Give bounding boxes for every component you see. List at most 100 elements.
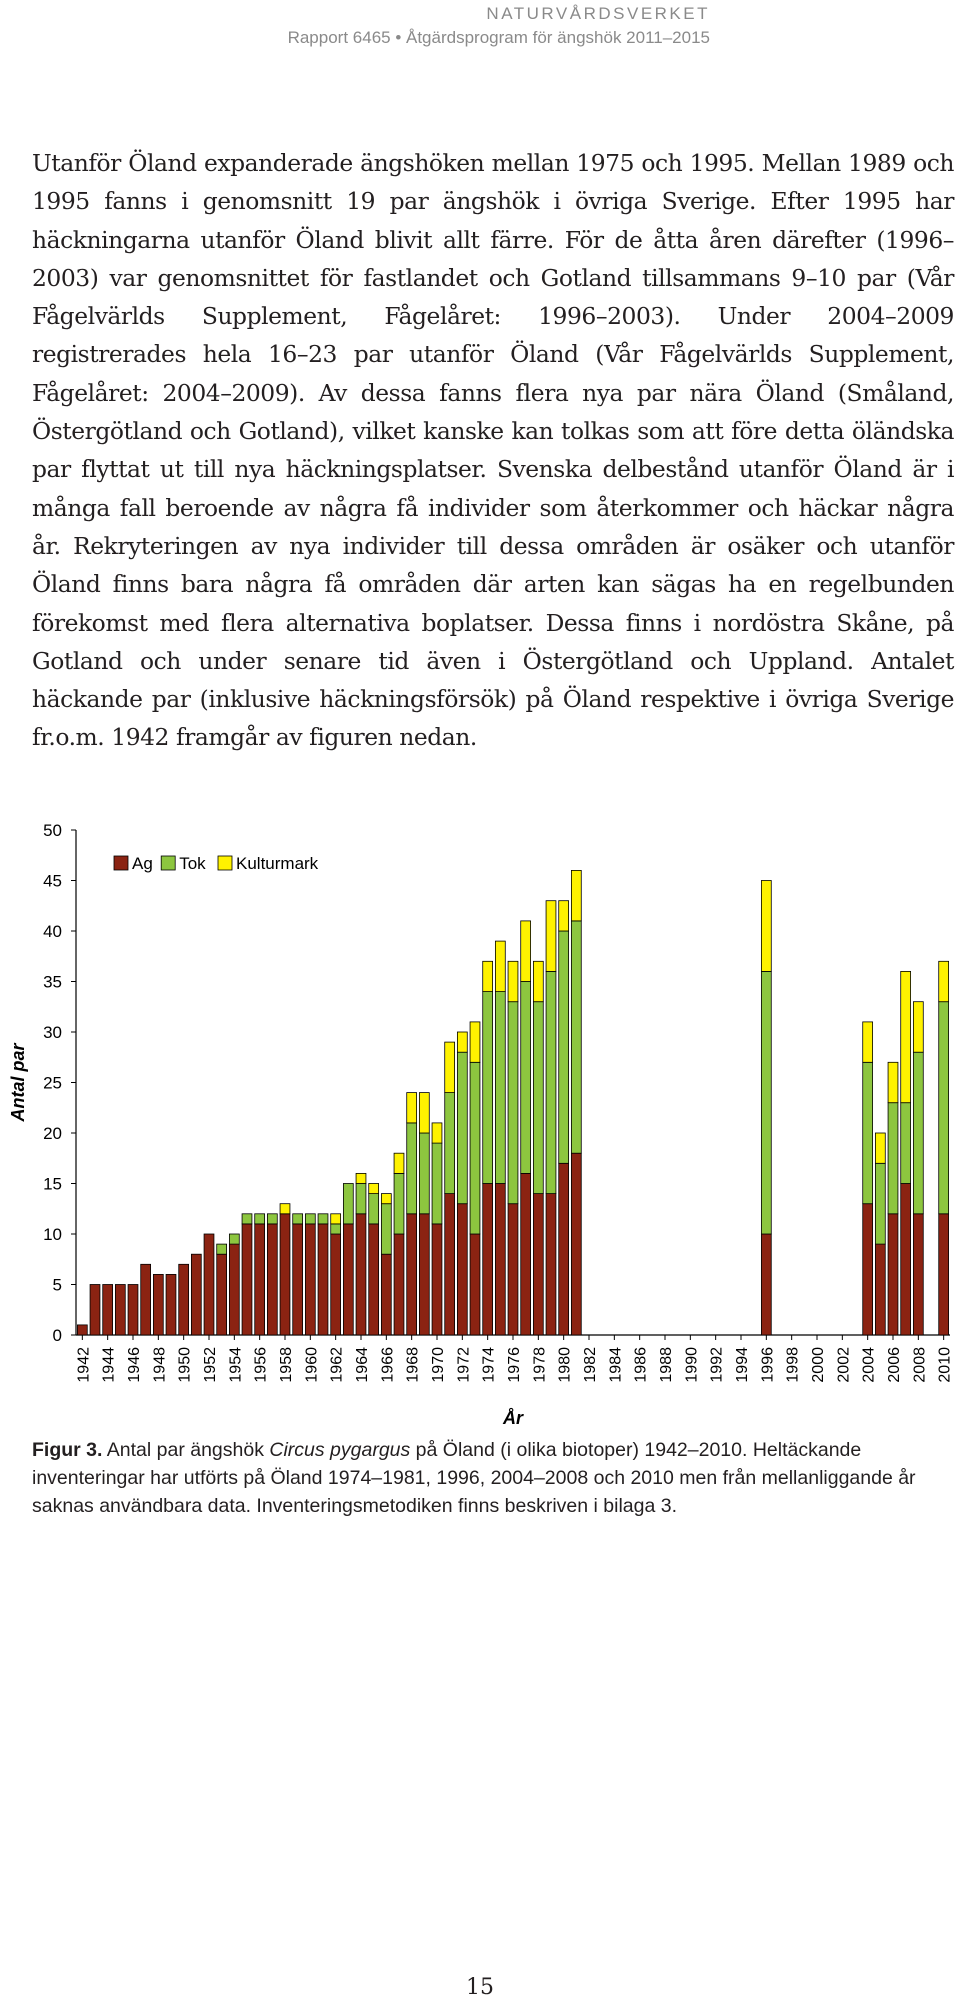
bar-ag-1954 (228, 1243, 240, 1336)
legend-swatch-tok (160, 855, 176, 871)
bar-ag-1977 (520, 1172, 532, 1336)
bar-tok-1978 (532, 1001, 544, 1194)
x-tick-label: 1950 (177, 1347, 194, 1383)
bar-tok-1977 (520, 981, 532, 1174)
x-tick-label: 1972 (455, 1347, 472, 1383)
bar-ag-1962 (330, 1233, 342, 1336)
bar-kulturmark-2010 (938, 960, 950, 1003)
bar-tok-1980 (558, 930, 570, 1164)
bar-tok-1959 (292, 1213, 304, 1225)
legend-swatch-kulturmark (217, 855, 233, 871)
bar-kulturmark-1969 (418, 1092, 430, 1134)
legend-label-ag: Ag (132, 854, 153, 873)
bar-kulturmark-1996 (760, 880, 772, 972)
bar-ag-1955 (241, 1223, 253, 1336)
bar-ag-1950 (178, 1263, 190, 1336)
bar-kulturmark-1970 (431, 1122, 443, 1144)
x-tick-label: 1966 (379, 1347, 396, 1383)
bar-ag-1943 (89, 1284, 101, 1336)
bar-kulturmark-1964 (355, 1172, 367, 1184)
bar-ag-1975 (494, 1183, 506, 1336)
figure-caption: Figur 3. Antal par ängshök Circus pygarg… (32, 1436, 937, 1520)
stacked-bar-chart: 0 5 10 15 20 25 30 35 40 45 50 Antal par 1942 1944 194… (8, 821, 954, 1428)
bar-ag-1967 (393, 1233, 405, 1336)
bar-kulturmark-2008 (912, 1001, 924, 1053)
x-tick-label: 1976 (506, 1347, 523, 1383)
bar-tok-1970 (431, 1142, 443, 1225)
bar-ag-1980 (558, 1162, 570, 1336)
bar-kulturmark-1979 (545, 900, 557, 972)
x-tick-label: 1952 (202, 1347, 219, 1383)
caption-species: Circus pygargus (269, 1439, 411, 1461)
chart-legend: Ag Tok Kulturmark (113, 854, 319, 873)
bar-kulturmark-1981 (570, 870, 582, 922)
x-tick-label: 1992 (709, 1347, 726, 1383)
x-tick-label: 1996 (759, 1347, 776, 1383)
x-tick-label: 1948 (151, 1347, 168, 1383)
bar-tok-2008 (912, 1051, 924, 1215)
bar-kulturmark-1966 (380, 1193, 392, 1205)
caption-text-after: på Öland (i olika biotoper) 1942–2010. H… (32, 1439, 916, 1517)
bar-tok-1953 (216, 1243, 228, 1255)
bar-kulturmark-1967 (393, 1152, 405, 1174)
body-paragraph: Utanför Öland expanderade ängshöken mell… (32, 149, 954, 752)
bar-ag-1965 (368, 1223, 380, 1336)
bar-ag-1959 (292, 1223, 304, 1336)
bar-ag-1958 (279, 1213, 291, 1336)
bar-tok-1965 (368, 1193, 380, 1225)
bar-tok-1954 (228, 1233, 240, 1245)
bar-tok-1971 (444, 1092, 456, 1195)
bar-tok-1957 (266, 1213, 278, 1225)
bar-ag-1946 (127, 1284, 139, 1336)
bar-ag-2006 (887, 1213, 899, 1336)
chart-bars (76, 870, 950, 1336)
bar-kulturmark-1978 (532, 960, 544, 1003)
x-axis-label: År (502, 1408, 524, 1428)
chart-axes: 0 5 10 15 20 25 30 35 40 45 50 Antal par 1942 1944 194… (8, 821, 954, 1428)
x-tick-label: 1978 (531, 1347, 548, 1383)
bar-kulturmark-1971 (444, 1041, 456, 1094)
page-number: 15 (466, 1975, 494, 2000)
bar-ag-1957 (266, 1223, 278, 1336)
bar-ag-1974 (482, 1183, 494, 1336)
bar-tok-1973 (469, 1061, 481, 1235)
bar-kulturmark-1976 (507, 960, 519, 1003)
bar-kulturmark-1965 (368, 1183, 380, 1195)
bar-kulturmark-1968 (406, 1092, 418, 1124)
x-tick-label: 2008 (911, 1347, 928, 1383)
x-tick-label: 1980 (557, 1347, 574, 1383)
bar-ag-1968 (406, 1213, 418, 1336)
x-tick-label: 1956 (253, 1347, 270, 1383)
bar-ag-1979 (545, 1193, 557, 1336)
x-tick-label: 2006 (886, 1347, 903, 1383)
bar-kulturmark-1977 (520, 920, 532, 982)
bar-kulturmark-1973 (469, 1021, 481, 1063)
bar-kulturmark-2007 (900, 970, 912, 1104)
y-tick-label: 0 (53, 1326, 62, 1345)
bar-tok-1967 (393, 1172, 405, 1235)
bar-kulturmark-2005 (874, 1132, 886, 1164)
bar-ag-1964 (355, 1213, 367, 1336)
bar-kulturmark-1975 (494, 940, 506, 993)
x-tick-label: 1974 (481, 1347, 498, 1383)
running-header: NATURVÅRDSVERKET Rapport 6465 • Åtgärdsp… (288, 2, 710, 50)
x-tick-label: 1954 (227, 1347, 244, 1383)
bar-ag-1949 (165, 1273, 177, 1336)
bar-kulturmark-1958 (279, 1203, 291, 1215)
y-tick-label: 15 (43, 1175, 62, 1194)
bar-ag-1969 (418, 1213, 430, 1336)
x-tick-label: 1970 (430, 1347, 447, 1383)
bar-ag-1945 (114, 1284, 126, 1336)
y-tick-label: 20 (43, 1124, 62, 1143)
x-tick-label: 1960 (303, 1347, 320, 1383)
y-tick-label: 5 (53, 1276, 62, 1295)
bar-ag-1981 (570, 1152, 582, 1336)
y-tick-label: 25 (43, 1074, 62, 1093)
legend-label-kulturmark: Kulturmark (236, 854, 319, 873)
bar-tok-1996 (760, 970, 772, 1235)
bar-ag-1960 (304, 1223, 316, 1336)
x-tick-label: 1944 (101, 1347, 118, 1383)
bar-kulturmark-1962 (330, 1213, 342, 1225)
legend-label-tok: Tok (179, 854, 206, 873)
bar-ag-1948 (152, 1273, 164, 1336)
